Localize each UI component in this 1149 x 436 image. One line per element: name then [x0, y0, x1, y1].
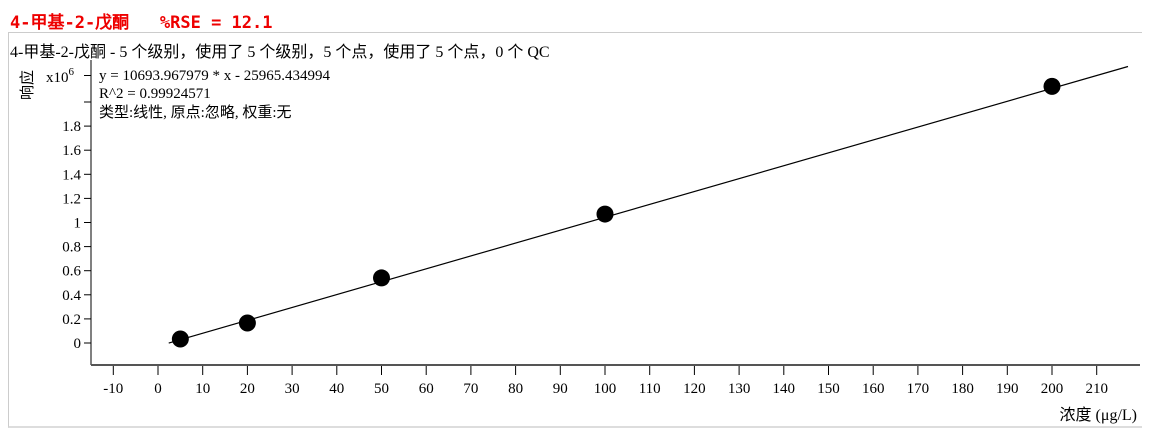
- y-tick-label: 0.2: [62, 312, 81, 328]
- x-tick-label: 130: [728, 381, 751, 397]
- chart-frame: [8, 32, 1142, 428]
- x-tick-label: 120: [683, 381, 706, 397]
- data-point: [238, 314, 256, 332]
- x-tick-label: 70: [463, 381, 478, 397]
- x-tick-label: 160: [862, 381, 885, 397]
- compound-name: 4-甲基-2-戊酮: [10, 13, 130, 33]
- fit-info: 类型:线性, 原点:忽略, 权重:无: [99, 104, 292, 121]
- y-axis-label: 响应: [18, 70, 36, 100]
- data-point: [596, 205, 614, 223]
- y-tick-label: 0: [74, 336, 82, 352]
- y-tick-label: 1.8: [62, 119, 81, 135]
- x-tick-label: 60: [419, 381, 434, 397]
- fit-line: [168, 65, 1129, 344]
- rse-value: %RSE = 12.1: [159, 13, 273, 33]
- y-tick-label: 0.4: [62, 288, 81, 304]
- x-axis-label: 浓度 (μg/L): [1060, 406, 1137, 424]
- chart-header: 4-甲基-2-戊酮 %RSE = 12.1: [10, 8, 273, 33]
- x-tick-label: 90: [553, 381, 568, 397]
- y-tick-label: 1: [74, 216, 82, 232]
- x-tick-label: 180: [951, 381, 974, 397]
- x-tick-label: 150: [817, 381, 840, 397]
- x-tick-label: 0: [154, 381, 162, 397]
- x-tick-label: 30: [285, 381, 300, 397]
- x-tick-label: 40: [329, 381, 344, 397]
- equation: y = 10693.967979 * x - 25965.434994: [99, 68, 330, 84]
- x-tick-label: 100: [594, 381, 617, 397]
- x-tick-label: 10: [195, 381, 210, 397]
- x-tick-label: 50: [374, 381, 389, 397]
- data-point: [373, 269, 390, 287]
- data-point: [1043, 77, 1061, 95]
- x-tick-label: 110: [639, 381, 661, 397]
- x-tick-label: 210: [1085, 381, 1108, 397]
- x-tick-label: -10: [103, 381, 123, 397]
- y-tick-label: 1.6: [62, 143, 81, 159]
- x-tick-label: 170: [907, 381, 930, 397]
- y-tick-label: 1.2: [62, 191, 81, 207]
- r-squared: R^2 = 0.99924571: [99, 86, 211, 102]
- y-multiplier: x106: [46, 66, 75, 86]
- y-tick-label: 0.6: [62, 264, 81, 280]
- x-tick-label: 190: [996, 381, 1019, 397]
- chart-subtitle: 4-甲基-2-戊酮 - 5 个级别，使用了 5 个级别，5 个点，使用了 5 个…: [10, 43, 550, 61]
- y-tick-label: 0.8: [62, 240, 81, 256]
- y-tick-label: 1.4: [62, 167, 81, 183]
- data-point: [171, 330, 189, 348]
- x-tick-label: 80: [508, 381, 523, 397]
- x-tick-label: 200: [1041, 381, 1064, 397]
- x-tick-label: 140: [773, 381, 796, 397]
- x-tick-label: 20: [240, 381, 255, 397]
